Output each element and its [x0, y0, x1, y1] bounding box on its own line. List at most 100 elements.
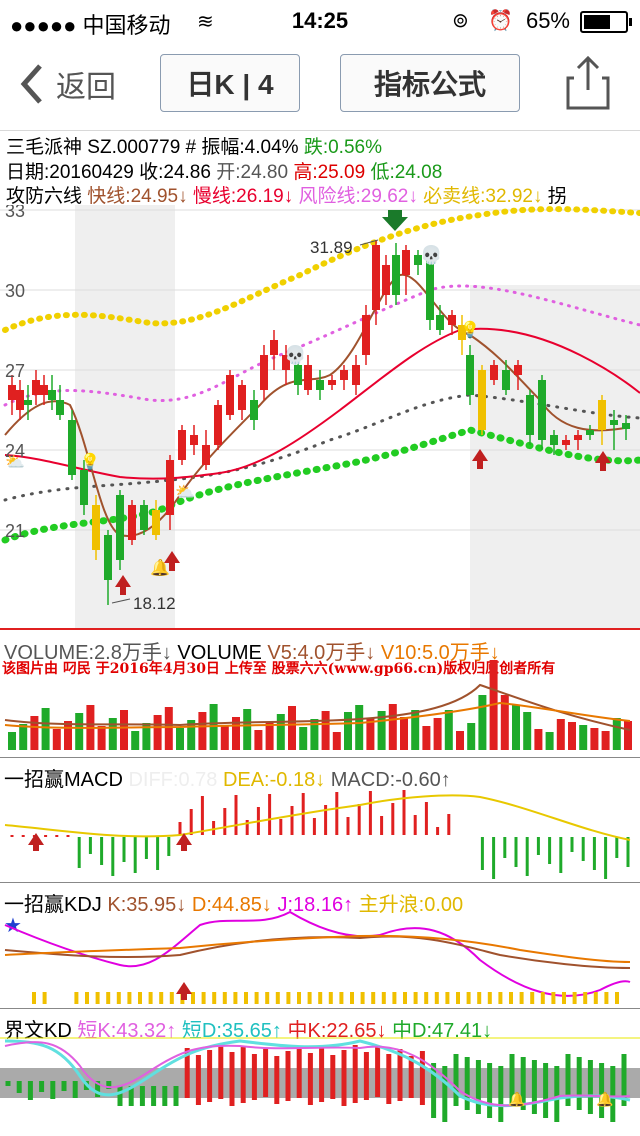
low-annotation: 18.12: [133, 594, 176, 613]
kdj-bar: [488, 992, 492, 1004]
kdj-bar: [32, 992, 36, 1004]
kdj-bar: [106, 992, 110, 1004]
kdj-bars: [32, 992, 619, 1004]
stock-date: 日期:20160429: [6, 162, 134, 183]
cloud-icon: ⛅: [5, 454, 25, 471]
candle-body: [40, 385, 48, 395]
volume-chart[interactable]: [0, 655, 640, 755]
volume-bar: [42, 708, 50, 750]
candle-body: [202, 445, 210, 465]
formula-button[interactable]: 指标公式: [340, 54, 520, 112]
volume-bar: [64, 721, 72, 750]
panel-divider: [0, 882, 640, 883]
candle-body: [448, 315, 456, 325]
candle-body: [68, 420, 76, 475]
dea-line: [5, 795, 630, 840]
panel-divider: [0, 757, 640, 758]
volume-bar: [613, 718, 621, 750]
candle-body: [402, 250, 410, 275]
candle-body: [32, 380, 40, 395]
kdj-bar: [339, 992, 343, 1004]
candle-body: [466, 355, 474, 395]
kdj-bar: [371, 992, 375, 1004]
back-button[interactable]: 返回: [18, 62, 116, 106]
volume-bar: [53, 729, 61, 750]
volume-bar: [98, 726, 106, 750]
volume-bar: [277, 714, 285, 750]
candle-body: [24, 400, 32, 405]
high-annotation: 31.89: [310, 238, 353, 257]
volume-bar: [523, 712, 531, 750]
volume-bar: [109, 718, 117, 750]
volume-bar: [19, 724, 27, 750]
stock-low: 低:24.08: [370, 162, 442, 183]
volume-bar: [154, 715, 162, 750]
kdj-bar: [498, 992, 502, 1004]
kdj-bar: [74, 992, 78, 1004]
candle-body: [586, 430, 594, 435]
kdj-bar: [403, 992, 407, 1004]
volume-bar: [602, 731, 610, 750]
kdj-bar: [445, 992, 449, 1004]
volume-bar: [165, 707, 173, 750]
stock-close: 收:24.86: [139, 162, 211, 183]
price-chart[interactable]: 33 30 27 24 21 31.89 18.12 💀 💀 💡 💡 ⛅ ⛅ 🔔: [0, 205, 640, 630]
candle-body: [294, 365, 302, 385]
axis-30: 30: [5, 281, 25, 301]
candle-body: [8, 385, 16, 400]
status-bar: ●●●●● 中国移动 14:25 65% ≋ ⊚ ⏰: [0, 0, 640, 40]
period-button[interactable]: 日K | 4: [160, 54, 300, 112]
kdj-bar: [424, 992, 428, 1004]
indicator-fast: 快线:24.95↓: [87, 186, 187, 207]
volume-bar: [389, 704, 397, 750]
up-arrow-icon: [28, 833, 44, 851]
candle-body: [382, 265, 390, 295]
axis-33: 33: [5, 205, 25, 221]
kdj-bar: [392, 992, 396, 1004]
volume-bar: [8, 732, 16, 750]
jwkd-chart[interactable]: 🔔 🔔: [0, 1036, 640, 1136]
kdj-bar: [297, 992, 301, 1004]
kdj-bar: [286, 992, 290, 1004]
candle-body: [316, 380, 324, 390]
volume-bar: [590, 728, 598, 750]
stock-name: 三毛派神: [6, 137, 82, 158]
panel-divider: [0, 1008, 640, 1009]
kdj-chart[interactable]: ★: [0, 910, 640, 1006]
macd-chart[interactable]: [0, 785, 640, 881]
stock-change: 跌:0.56%: [304, 137, 382, 158]
candle-body: [574, 435, 582, 440]
volume-bar: [422, 726, 430, 750]
candle-body: [598, 400, 606, 430]
chevron-left-icon: [18, 62, 44, 106]
volume-bar: [467, 723, 475, 750]
volume-bar: [131, 731, 139, 750]
kdj-bar: [615, 992, 619, 1004]
volume-bar: [434, 718, 442, 750]
share-icon[interactable]: [566, 54, 610, 110]
kdj-bar: [223, 992, 227, 1004]
candle-body: [538, 380, 546, 440]
kdj-bar: [149, 992, 153, 1004]
kdj-j-line: [5, 912, 630, 996]
candle-body: [514, 365, 522, 375]
kdj-bar: [318, 992, 322, 1004]
kdj-bar: [265, 992, 269, 1004]
candle-body: [190, 435, 198, 445]
kdj-bar: [138, 992, 142, 1004]
volume-bar: [456, 731, 464, 750]
candle-body: [128, 505, 136, 540]
kdj-bar: [43, 992, 47, 1004]
kdj-bar: [573, 992, 577, 1004]
indicator-extra: 拐: [548, 186, 567, 207]
kdj-bar: [509, 992, 513, 1004]
candle-body: [304, 365, 312, 390]
candle-body: [352, 365, 360, 385]
kdj-bar: [604, 992, 608, 1004]
indicator-slow: 慢线:26.19↓: [193, 186, 293, 207]
candle-body: [490, 365, 498, 380]
alarm-icon: ⏰: [488, 8, 513, 33]
kdj-bar: [85, 992, 89, 1004]
candle-body: [238, 385, 246, 410]
volume-bar: [266, 722, 274, 750]
